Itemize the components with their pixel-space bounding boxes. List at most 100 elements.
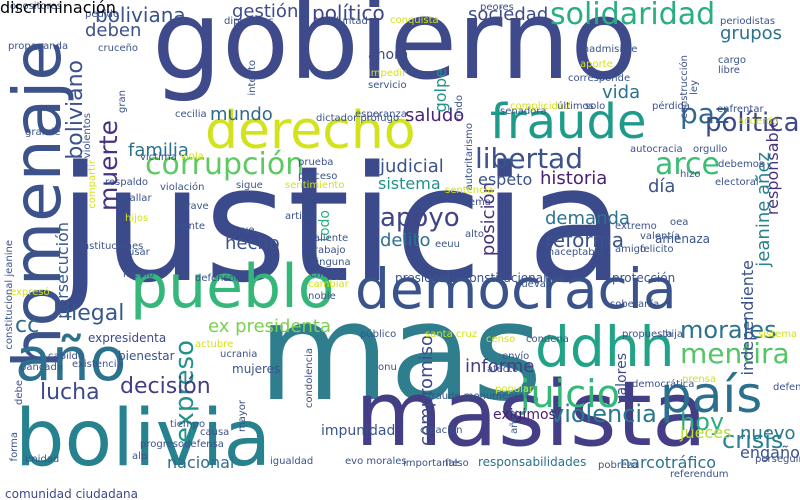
word-valiente: valiente: [308, 233, 349, 244]
word-engano: engaño: [740, 443, 800, 462]
word-hijos: hijos: [125, 213, 149, 224]
word-periodistas: periodistas: [720, 16, 776, 27]
word-democratica: democrática: [632, 379, 695, 390]
word-amenaza: amenaza: [655, 232, 711, 246]
word-referendum: referendum: [670, 469, 729, 480]
word-artista: artista: [285, 211, 318, 222]
word-importante: importante: [403, 458, 459, 469]
word-frente: frente: [175, 221, 205, 232]
word-lucha: lucha: [40, 380, 100, 405]
word-amigo: amigo: [615, 244, 647, 255]
word-inadmisible: inadmisible: [580, 44, 638, 55]
word-pueblo: pueblo: [130, 252, 335, 322]
word-tema: tema: [465, 197, 491, 208]
word-popular: popular: [495, 384, 534, 395]
word-enfrentar: enfrentar: [717, 104, 764, 115]
word-ex-presidenta: ex presidenta: [208, 316, 332, 337]
word-responsabilidades: responsabilidades: [478, 455, 587, 469]
word-corrupcion: corrupción: [145, 147, 305, 182]
word-nacional: nacional: [167, 453, 235, 472]
word-acuerdo: acuerdo: [738, 116, 779, 127]
word-responsable: responsable: [763, 118, 782, 216]
word-demanda: demanda: [545, 208, 630, 229]
word-trabajo: trabajo: [310, 245, 346, 256]
word-senadora: senadora: [500, 106, 547, 117]
word-conquista: conquista: [390, 15, 439, 26]
word-progresodefensa: progresodefensa: [140, 439, 224, 450]
word-noble: noble: [308, 291, 336, 302]
word-impunidad: impunidad: [321, 423, 396, 439]
word-ilegal: ilegal: [65, 301, 125, 326]
word-peores: peores: [480, 2, 514, 13]
word-autoritarismo: autoritarismo: [464, 123, 475, 191]
word-publico: público: [360, 329, 397, 340]
word-ddhh: ddhh: [535, 315, 675, 379]
word-mentira: mentira: [680, 337, 790, 370]
word-mas: mas: [258, 274, 543, 431]
word-actubre: actubre: [195, 339, 234, 350]
word-familia: familia: [128, 140, 189, 161]
word-sociedad: sociedad: [468, 4, 549, 25]
word-politico: político: [312, 1, 385, 25]
word-condena: condena: [526, 334, 569, 345]
word-bienestar: bienestar: [118, 349, 175, 363]
word-censo: censo: [486, 334, 516, 345]
word-grande: grande: [25, 127, 61, 138]
word-exigimos: exigimos: [493, 407, 556, 423]
word-expresidenta: expresidenta: [88, 331, 167, 345]
word-opositores: opositores: [10, 1, 62, 12]
word-morales: morales: [680, 316, 777, 344]
word-comunidad-ciudadana: comunidad ciudadana: [5, 487, 139, 500]
word-ley: ley: [689, 80, 700, 95]
word-golpe: golpe: [431, 68, 450, 113]
word-autocracia: autocracia: [630, 144, 683, 155]
word-tiempo: tiempo: [170, 419, 206, 430]
word-eeuu: eeuu: [435, 239, 460, 250]
word-oea: oea: [670, 217, 689, 228]
word-onu: onu: [378, 362, 397, 373]
word-ultimos: últimos: [557, 101, 594, 112]
word-cruceno: crucеño: [98, 43, 139, 54]
word-discriminacion: discriminación: [0, 0, 116, 17]
word-mayor: mayor: [237, 400, 248, 433]
word-bancada: bancada: [20, 362, 63, 373]
word-paz: paz: [680, 97, 730, 130]
word-compartir: compartir: [87, 160, 98, 209]
word-independiente: independiente: [738, 260, 757, 376]
word-condolencia: condolencia: [304, 348, 315, 409]
word-usa: usa: [318, 69, 336, 80]
word-choque: choque: [310, 269, 347, 280]
word-sentimiento: sentimiento: [285, 180, 345, 191]
word-hija: hija: [665, 329, 684, 340]
word-sistema-judicial: sistema judicial: [758, 329, 800, 340]
word-evo-morales: evo morales: [345, 456, 407, 467]
word-grupos: grupos: [720, 23, 783, 44]
word-constitucional-jeanine: constitucional jeanine: [4, 240, 15, 350]
word-rindo: rindo: [454, 95, 465, 121]
word-espeto: espeto: [478, 170, 533, 189]
word-grave: grave: [180, 201, 209, 212]
word-vez: vez: [545, 274, 563, 285]
word-valores: valores: [614, 353, 630, 404]
word-causa: causa: [200, 427, 230, 438]
word-violacion: violación: [160, 182, 205, 193]
word-creacion: creación: [420, 425, 463, 436]
word-unidad: unidad: [25, 454, 60, 465]
word-pedido: pedido: [85, 9, 120, 20]
word-debe: debe: [14, 380, 25, 405]
word-boliviana: boliviana: [95, 3, 186, 27]
word-ninguna: ninguna: [310, 257, 351, 268]
word-cabildo: cabildo: [48, 351, 84, 362]
word-pais: país: [660, 366, 763, 424]
word-fraude: fraude: [490, 94, 647, 150]
word-perseguir: perseguir: [755, 454, 800, 465]
word-esperanza: esperanza: [355, 109, 407, 120]
word-santa-cruz: santa cruz: [425, 329, 478, 340]
word-solidaridad: solidaridad: [550, 0, 716, 32]
word-violencia: violencia: [550, 400, 657, 428]
word-debemos: debemos: [718, 159, 765, 170]
word-existencia: existencia: [72, 359, 123, 370]
word-persecucion: persecución: [53, 222, 72, 319]
word-fraude-monumental: fraude monumental: [428, 391, 528, 402]
